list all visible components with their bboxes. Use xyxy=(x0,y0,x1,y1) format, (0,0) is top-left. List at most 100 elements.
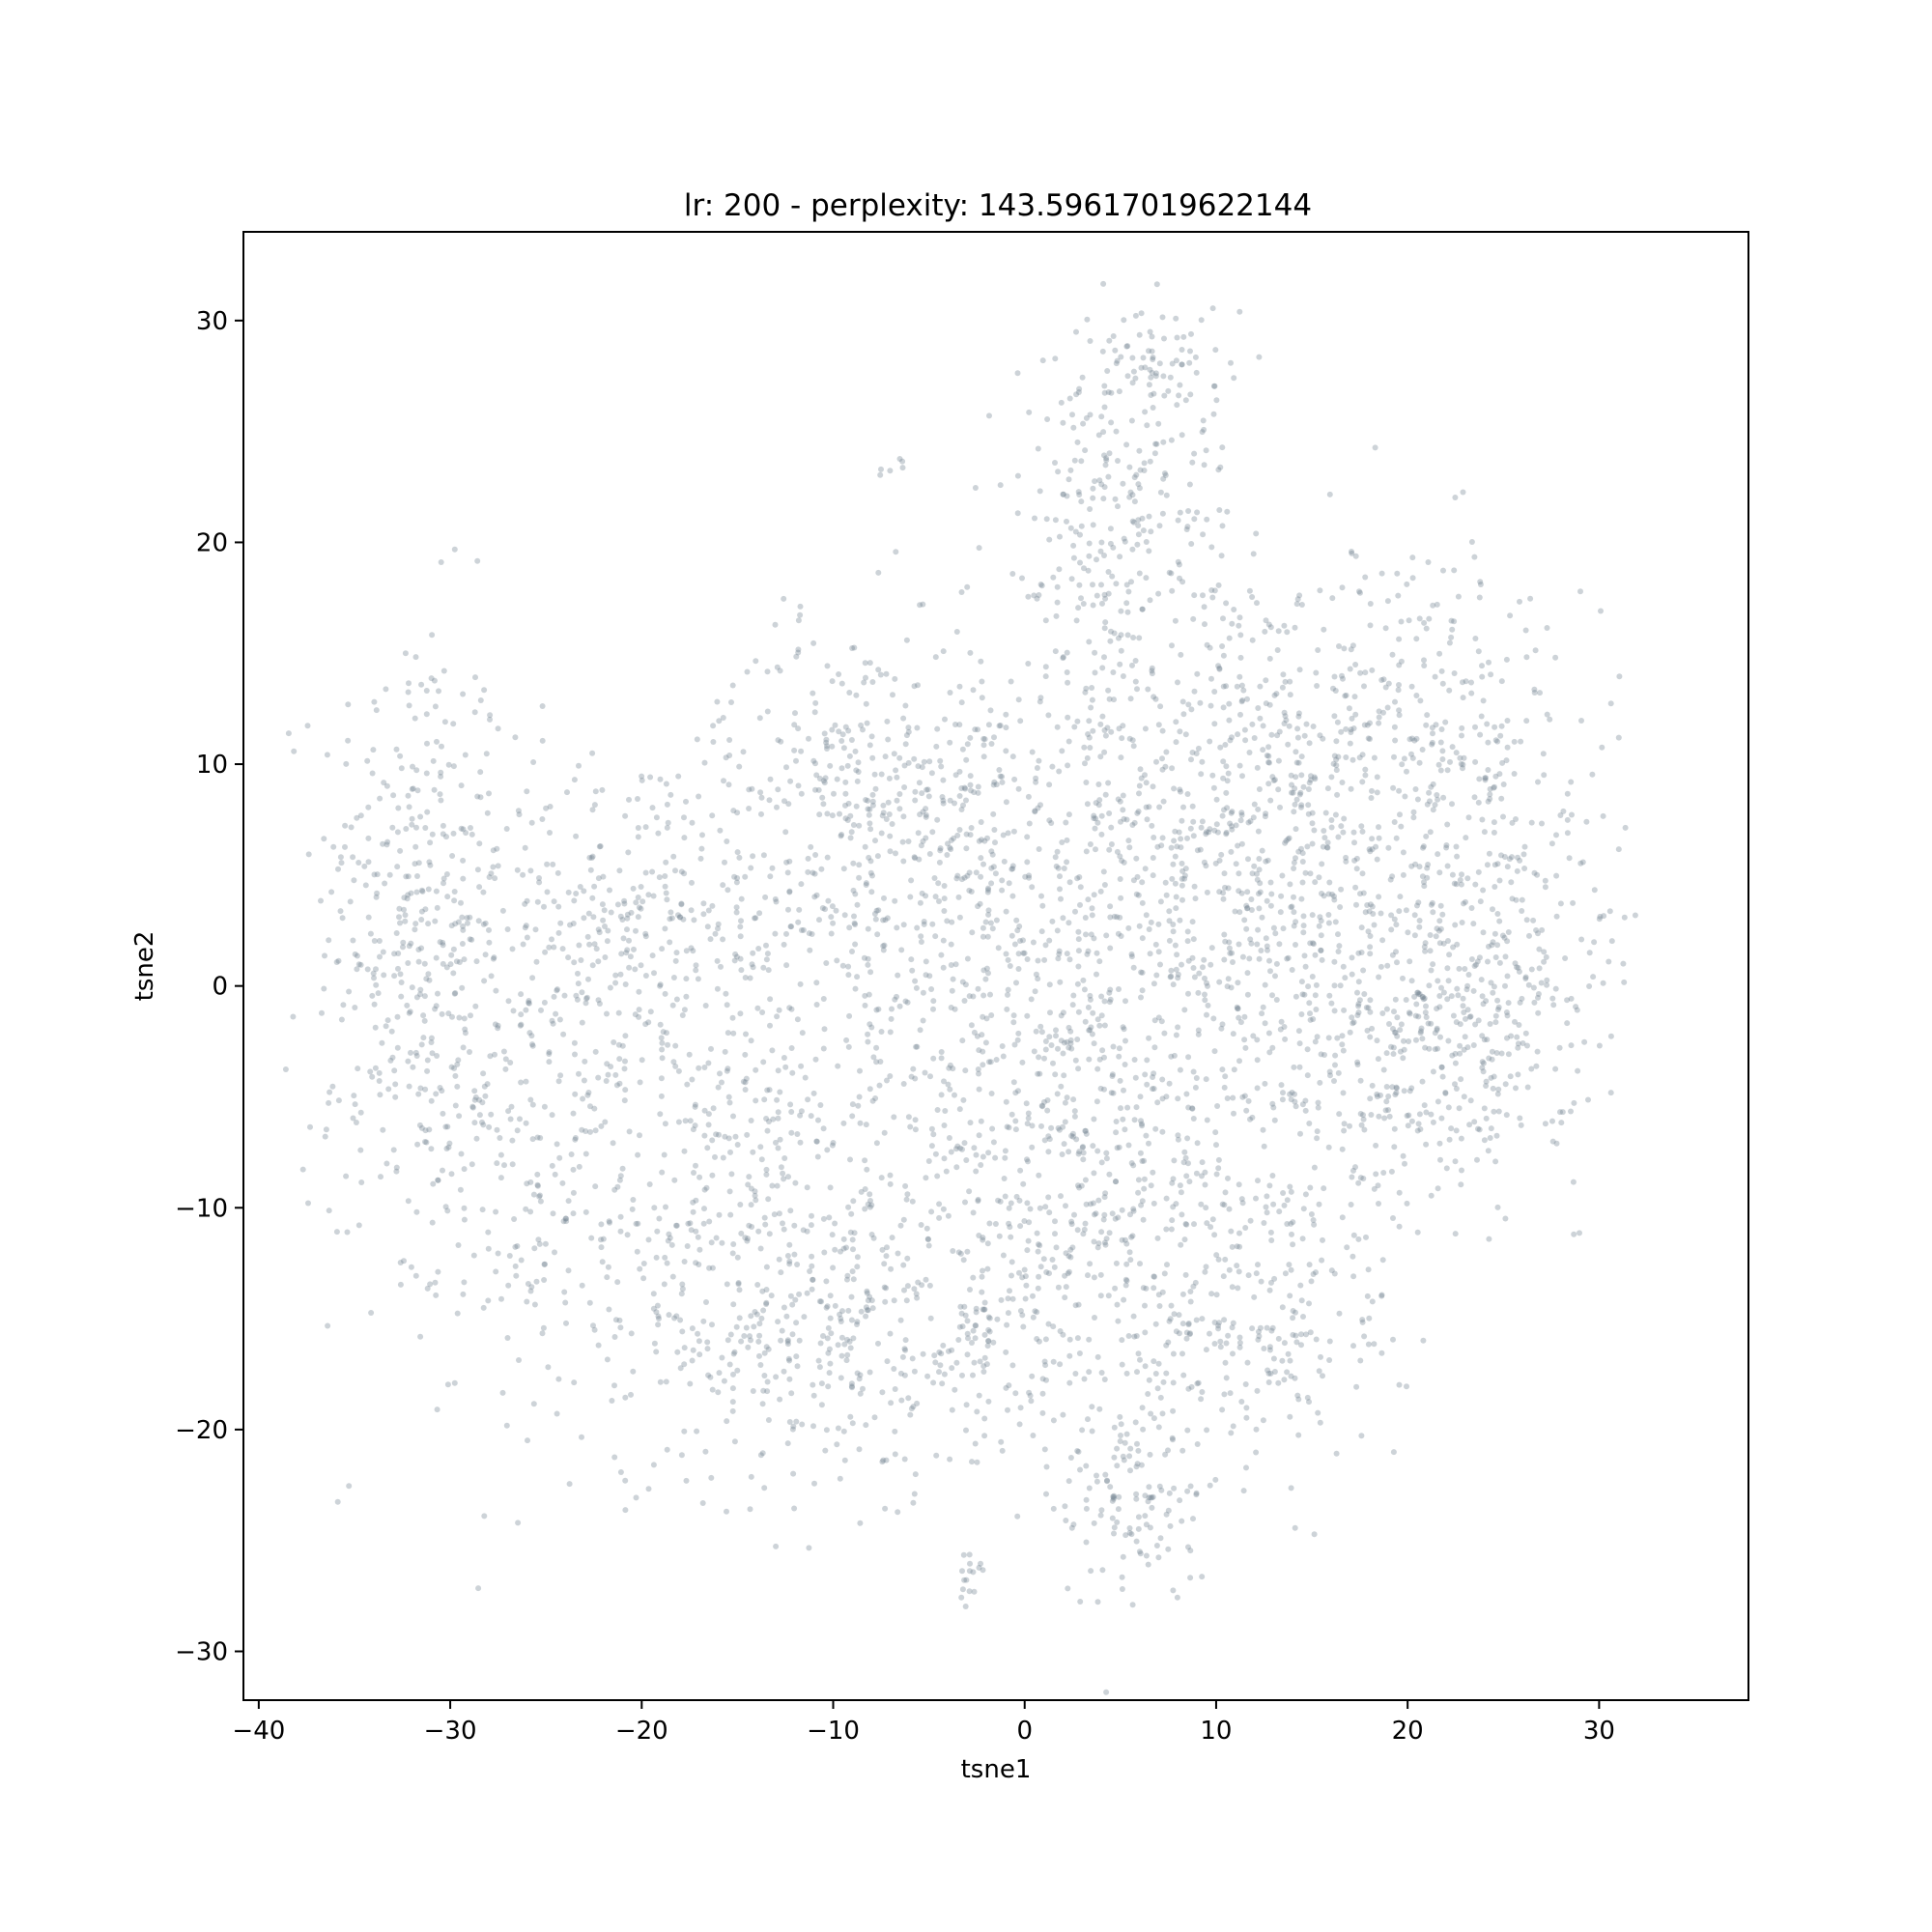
data-point xyxy=(1017,1167,1024,1174)
data-point xyxy=(1293,826,1299,833)
data-point xyxy=(430,757,437,764)
data-point xyxy=(958,1310,965,1317)
data-point xyxy=(670,1059,677,1065)
data-point xyxy=(1292,801,1298,808)
data-point xyxy=(1025,1115,1032,1122)
data-point xyxy=(483,751,490,757)
data-point xyxy=(794,1131,801,1137)
data-point xyxy=(1029,1373,1036,1379)
data-point xyxy=(1171,1052,1178,1059)
data-point xyxy=(1185,701,1192,708)
data-point xyxy=(1003,1349,1009,1355)
data-point xyxy=(1319,1257,1325,1264)
data-point xyxy=(730,1371,736,1378)
data-point xyxy=(1367,1095,1374,1102)
data-point xyxy=(1064,951,1070,957)
data-point xyxy=(1219,1201,1226,1208)
data-point xyxy=(1034,1309,1040,1316)
data-point xyxy=(1123,1261,1130,1267)
data-point xyxy=(582,1128,589,1134)
data-point xyxy=(1118,895,1124,901)
data-point xyxy=(551,993,557,1000)
data-point xyxy=(878,1175,885,1181)
data-point xyxy=(1332,919,1339,925)
data-point xyxy=(1265,744,1272,751)
data-point xyxy=(1404,768,1409,775)
data-point xyxy=(1438,1064,1445,1070)
data-point xyxy=(1046,1136,1053,1143)
data-point xyxy=(1026,1389,1033,1396)
data-point xyxy=(431,786,438,793)
data-point xyxy=(1032,515,1037,522)
data-point xyxy=(1487,1021,1493,1027)
data-point xyxy=(1291,1064,1297,1070)
data-point xyxy=(900,715,907,722)
data-point xyxy=(625,849,632,856)
data-point xyxy=(794,1016,801,1023)
data-point xyxy=(1170,1436,1176,1443)
data-point xyxy=(1097,721,1104,727)
data-point xyxy=(1153,440,1160,447)
data-point xyxy=(902,1347,909,1353)
data-point xyxy=(426,1126,433,1133)
data-point xyxy=(1097,1271,1104,1278)
data-point xyxy=(444,1381,451,1388)
data-point xyxy=(1517,857,1523,864)
data-point xyxy=(769,1047,776,1054)
data-point xyxy=(1317,914,1323,921)
data-point xyxy=(1262,813,1268,820)
data-point xyxy=(1218,851,1225,858)
data-point xyxy=(1383,1084,1390,1090)
data-point xyxy=(738,895,745,902)
data-point xyxy=(856,822,863,829)
data-point xyxy=(357,961,364,968)
data-point xyxy=(1223,683,1230,690)
data-point xyxy=(550,1210,556,1217)
data-point xyxy=(1009,932,1015,939)
data-point xyxy=(962,1312,969,1319)
data-point xyxy=(1039,902,1046,909)
data-point xyxy=(1472,724,1478,730)
data-point xyxy=(1486,659,1492,666)
data-point xyxy=(1078,595,1084,602)
data-point xyxy=(705,907,712,914)
data-point xyxy=(898,947,905,953)
data-point xyxy=(718,963,724,970)
data-point xyxy=(600,1236,607,1242)
data-point xyxy=(1414,902,1420,909)
data-point xyxy=(598,1221,605,1228)
data-point xyxy=(966,869,973,876)
data-point xyxy=(673,996,680,1003)
data-point xyxy=(1460,489,1466,496)
data-point xyxy=(1491,819,1497,826)
data-point xyxy=(1428,783,1435,790)
data-point xyxy=(727,1211,734,1218)
data-point xyxy=(715,1084,722,1091)
data-point xyxy=(823,1304,830,1311)
data-point xyxy=(1009,1111,1015,1118)
data-point xyxy=(377,953,383,960)
data-point xyxy=(733,904,740,911)
data-point xyxy=(1298,602,1305,608)
data-point xyxy=(1615,846,1622,853)
data-point xyxy=(905,728,912,735)
data-point xyxy=(756,910,763,917)
data-point xyxy=(1110,1090,1117,1096)
data-point xyxy=(1176,829,1182,836)
data-point xyxy=(340,1002,347,1009)
data-point xyxy=(1024,956,1031,962)
data-point xyxy=(1024,1200,1031,1207)
data-point xyxy=(1071,724,1078,730)
data-point xyxy=(1132,678,1139,685)
data-point xyxy=(1348,785,1354,792)
data-point xyxy=(405,873,412,880)
data-point xyxy=(1062,1294,1068,1301)
data-point xyxy=(1015,1030,1022,1037)
data-point xyxy=(405,792,412,799)
data-point xyxy=(1411,912,1418,919)
data-point xyxy=(1225,1332,1232,1339)
data-point xyxy=(1262,1020,1268,1027)
data-point xyxy=(699,832,705,838)
data-point xyxy=(1189,919,1196,925)
data-point xyxy=(689,1357,696,1364)
